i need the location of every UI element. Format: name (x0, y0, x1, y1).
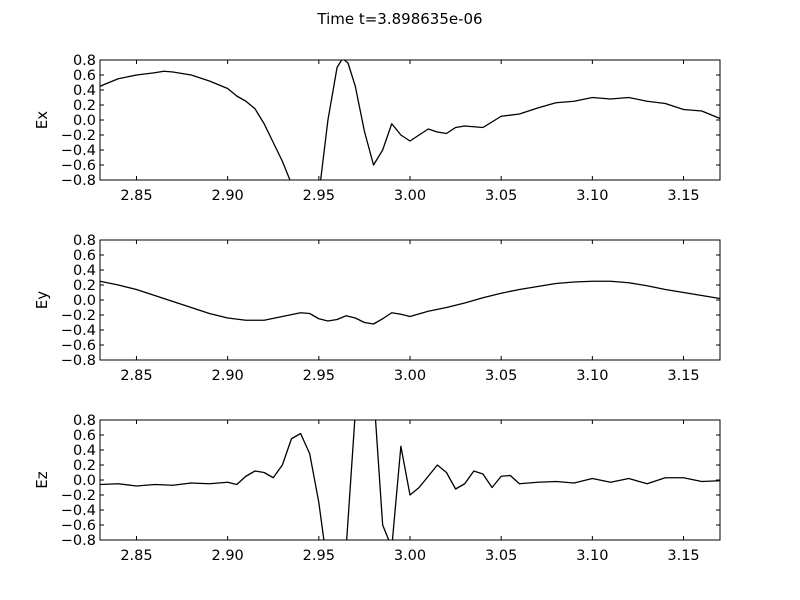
x-tick-label: 2.95 (303, 188, 335, 204)
x-tick-label: 3.05 (485, 188, 517, 204)
y-tick-label: −0.2 (61, 308, 96, 324)
x-tick-label: 2.95 (303, 368, 335, 384)
x-tick-label: 3.00 (394, 188, 426, 204)
y-tick-label: 0.2 (73, 98, 96, 114)
y-tick-label: 0.0 (73, 473, 96, 489)
x-tick-label: 2.95 (303, 548, 335, 564)
x-tick-label: 2.90 (211, 188, 243, 204)
x-tick-label: 2.85 (120, 548, 152, 564)
series-line-ez (100, 420, 720, 540)
y-tick-label: −0.6 (61, 518, 96, 534)
y-tick-label: 0.2 (73, 458, 96, 474)
panel-ex: 2.85 2.90 2.95 3.00 3.05 3.10 3.15 0.80.60.40.2… (33, 53, 721, 204)
y-tick-label: −0.4 (61, 503, 96, 519)
x-tick-label: 2.90 (211, 368, 243, 384)
figure-title: Time t=3.898635e-06 (316, 10, 482, 28)
x-tick-label: 3.00 (394, 548, 426, 564)
axes-frame (99, 419, 721, 541)
y-tick-label: −0.8 (61, 353, 96, 369)
axes-frame (99, 59, 721, 181)
x-tick-label: 3.15 (667, 548, 699, 564)
y-tick-label: 0.2 (73, 278, 96, 294)
y-tick-label: 0.4 (73, 443, 96, 459)
x-tick-label: 3.10 (576, 188, 608, 204)
y-tick-label: 0.0 (73, 113, 96, 129)
x-tick-label: 2.85 (120, 188, 152, 204)
x-tick-label: 3.10 (576, 368, 608, 384)
y-tick-label: 0.6 (73, 68, 96, 84)
x-tick-label: 3.15 (667, 188, 699, 204)
y-tick-label: −0.2 (61, 128, 96, 144)
axes-frame (99, 239, 721, 361)
y-tick-label: 0.4 (73, 83, 96, 99)
x-tick-label: 2.85 (120, 368, 152, 384)
x-tick-label: 3.00 (394, 368, 426, 384)
panel-ez: 2.85 2.90 2.95 3.00 3.05 3.10 3.15 0.80.60.40.2… (33, 413, 721, 564)
y-tick-label: 0.8 (73, 233, 96, 249)
y-tick-label: 0.0 (73, 293, 96, 309)
y-tick-label: −0.6 (61, 338, 96, 354)
y-tick-label: −0.2 (61, 488, 96, 504)
y-axis-label: Ez (33, 471, 51, 488)
x-tick-label: 3.15 (667, 368, 699, 384)
y-tick-label: 0.8 (73, 53, 96, 69)
series-line-ey (100, 280, 720, 325)
x-tick-label: 2.90 (211, 548, 243, 564)
y-axis-label: Ey (33, 291, 51, 309)
x-tick-label: 3.05 (485, 368, 517, 384)
y-tick-label: −0.4 (61, 143, 96, 159)
x-tick-label: 3.10 (576, 548, 608, 564)
x-tick-label: 3.05 (485, 548, 517, 564)
y-tick-label: −0.4 (61, 323, 96, 339)
y-tick-label: 0.4 (73, 263, 96, 279)
y-axis-label: Ex (33, 111, 51, 129)
y-tick-label: −0.6 (61, 158, 96, 174)
series-line-ex (100, 60, 720, 180)
y-tick-label: −0.8 (61, 533, 96, 549)
y-tick-label: −0.8 (61, 173, 96, 189)
panel-ey: 2.85 2.90 2.95 3.00 3.05 3.10 3.15 0.80.60.40.2… (33, 233, 721, 384)
y-tick-label: 0.8 (73, 413, 96, 429)
y-tick-label: 0.6 (73, 428, 96, 444)
y-tick-label: 0.6 (73, 248, 96, 264)
